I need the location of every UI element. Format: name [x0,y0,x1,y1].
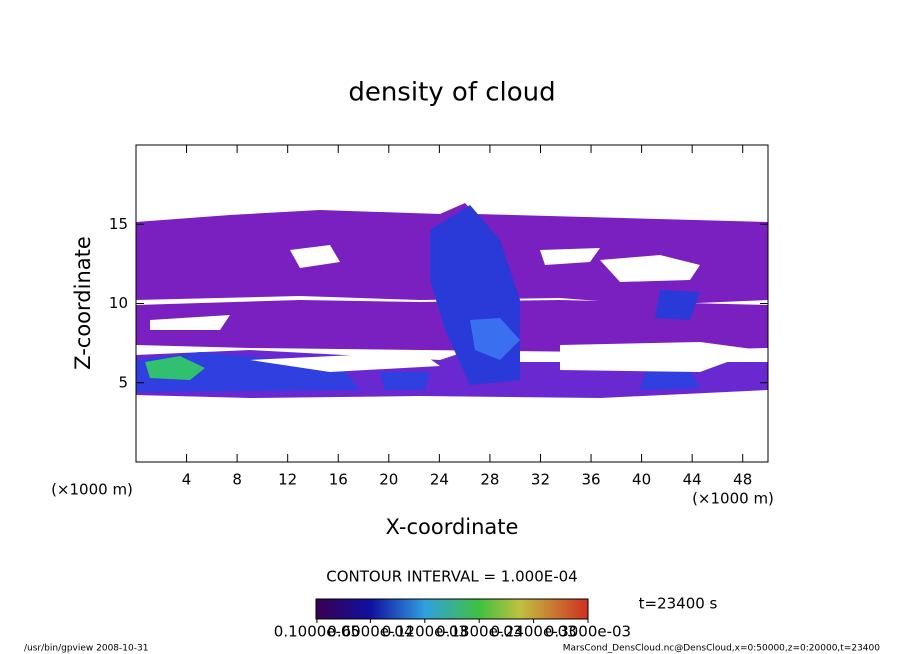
y-tick-label: 5 [118,373,128,391]
x-unit-left: (×1000 m) [51,481,133,499]
contour-field [136,203,768,398]
x-tick-label: 32 [531,471,550,489]
colorbar-tick-label: 0.1200e-03 [382,623,468,641]
x-unit-right: (×1000 m) [692,490,774,508]
colorbar [315,598,589,620]
x-tick-label: 16 [329,471,348,489]
colorbar-tick-label: 0.1000e-05 [274,623,360,641]
x-tick-label: 44 [683,471,702,489]
x-tick-label: 40 [632,471,651,489]
x-tick-label: 24 [430,471,449,489]
colorbar-tick-label: 0.3000e-03 [545,623,631,641]
footer-left: /usr/bin/gpview 2008-10-31 [24,644,148,654]
x-tick-label: 48 [733,471,752,489]
contour-interval: CONTOUR INTERVAL = 1.000E-04 [326,568,577,586]
x-axis-label: X-coordinate [386,515,519,539]
y-tick-label: 10 [109,294,128,312]
x-tick-label: 4 [182,471,192,489]
x-tick-label: 8 [232,471,242,489]
y-axis-label: Z-coordinate [71,236,95,370]
x-tick-label: 36 [581,471,600,489]
time-label: t=23400 s [639,595,718,613]
colorbar-tick-label: 0.2400e-03 [490,623,576,641]
x-tick-label: 20 [379,471,398,489]
colorbar-tick-label: 0.6000e-04 [327,623,413,641]
x-tick-label: 28 [480,471,499,489]
y-tick-label: 15 [109,215,128,233]
chart-title: density of cloud [348,78,555,108]
x-tick-label: 12 [278,471,297,489]
colorbar-tick-label: 0.1800e-03 [436,623,522,641]
footer-right: MarsCond_DensCloud.nc@DensCloud,x=0:5000… [563,644,880,654]
